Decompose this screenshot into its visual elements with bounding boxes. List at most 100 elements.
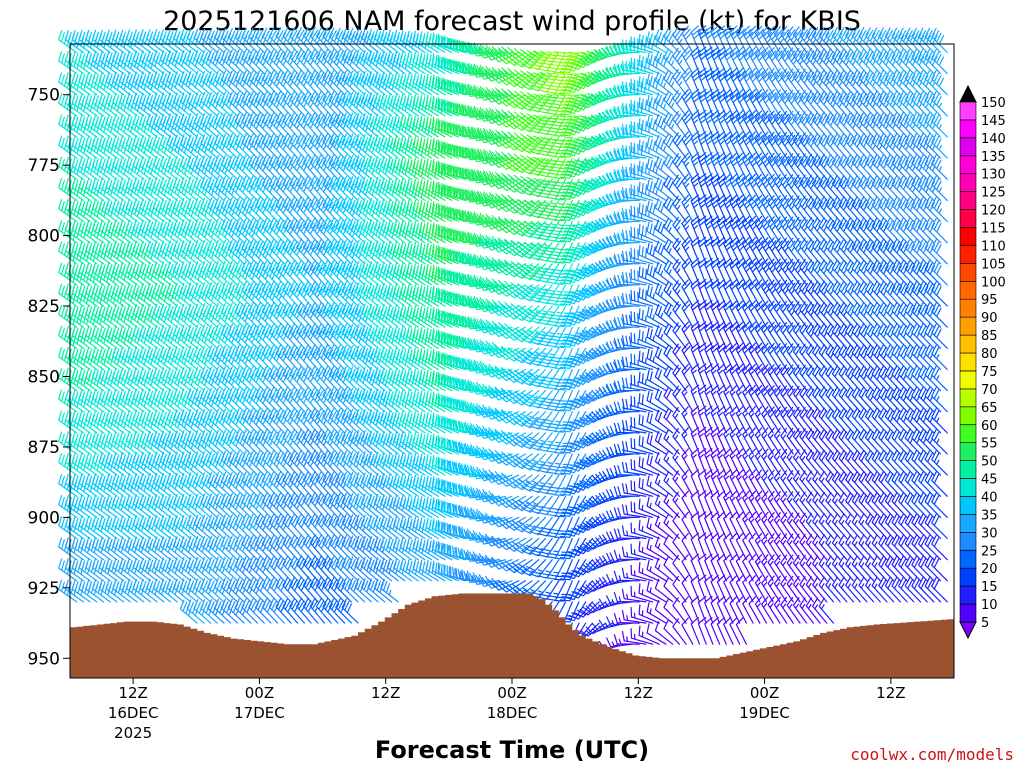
- wind-barb: [431, 412, 453, 434]
- wind-barb: [335, 492, 352, 518]
- wind-barb: [179, 493, 198, 518]
- wind-barb: [341, 91, 359, 117]
- wind-barb: [884, 450, 901, 476]
- wind-barb: [767, 195, 781, 223]
- wind-barb: [630, 205, 654, 223]
- wind-barb: [341, 49, 359, 75]
- wind-barb: [767, 385, 781, 413]
- wind-barb: [716, 384, 727, 413]
- wind-barb: [241, 450, 259, 476]
- wind-barb: [268, 217, 285, 244]
- wind-barb: [454, 251, 480, 265]
- wind-barb: [348, 472, 366, 497]
- wind-barb: [559, 495, 580, 517]
- wind-barb: [773, 596, 788, 624]
- wind-barb: [302, 69, 319, 96]
- wind-barb: [348, 49, 366, 75]
- wind-barb: [282, 48, 299, 75]
- wind-barb: [681, 173, 694, 201]
- wind-barb: [360, 472, 379, 497]
- wind-barb: [918, 344, 935, 371]
- wind-barb: [851, 196, 868, 223]
- wind-barb: [348, 408, 366, 434]
- wind-barb: [748, 532, 761, 561]
- wind-barb: [710, 532, 721, 561]
- wind-barb: [735, 215, 747, 244]
- wind-barb: [302, 111, 319, 138]
- wind-barb: [638, 308, 660, 328]
- wind-barb: [268, 534, 285, 561]
- wind-barb: [858, 323, 875, 349]
- wind-barb: [431, 285, 453, 307]
- wind-barb: [275, 576, 292, 603]
- wind-barb: [393, 473, 413, 497]
- wind-barb: [754, 46, 768, 75]
- wind-barb: [729, 384, 741, 413]
- wind-barb: [380, 557, 399, 582]
- wind-barb: [471, 256, 500, 268]
- wind-barb: [132, 578, 151, 603]
- wind-barb: [761, 321, 774, 349]
- wind-barb: [393, 516, 413, 540]
- wind-barb: [918, 239, 935, 265]
- wind-barb: [559, 474, 580, 496]
- wind-barb: [193, 345, 212, 371]
- wind-barb: [621, 144, 647, 159]
- wind-barb: [812, 365, 828, 392]
- wind-barb: [818, 449, 835, 476]
- wind-barb: [780, 89, 794, 117]
- wind-barb: [918, 175, 935, 201]
- wind-barb: [767, 25, 781, 54]
- wind-barb: [159, 50, 178, 75]
- wind-barb: [335, 387, 352, 413]
- wind-barb: [710, 109, 721, 138]
- wind-barb: [234, 577, 252, 603]
- wind-barb: [296, 555, 312, 582]
- wind-barb: [865, 576, 881, 603]
- wind-barb: [690, 469, 701, 497]
- wind-barb: [585, 347, 614, 360]
- wind-barb: [871, 534, 888, 561]
- wind-barb: [186, 113, 205, 138]
- wind-barb: [805, 491, 821, 518]
- wind-barb: [851, 280, 868, 307]
- wind-barb: [471, 277, 500, 290]
- wind-barb: [289, 111, 305, 138]
- wind-barb: [459, 317, 486, 328]
- wind-barb: [125, 494, 145, 518]
- wind-barb: [227, 577, 245, 603]
- wind-barb: [328, 133, 346, 159]
- wind-barb: [360, 514, 379, 540]
- wind-barb: [322, 407, 339, 434]
- wind-barb: [723, 426, 734, 455]
- wind-barb: [716, 173, 727, 201]
- wind-barb: [214, 429, 232, 455]
- wind-barb: [598, 322, 627, 333]
- wind-barb: [386, 494, 406, 518]
- wind-barb: [799, 195, 814, 223]
- wind-barb: [858, 48, 875, 75]
- colorbar-label: 60: [981, 419, 998, 434]
- wind-barb: [521, 326, 547, 344]
- wind-barb: [606, 446, 634, 457]
- wind-barb: [898, 471, 915, 497]
- wind-barb: [91, 536, 111, 561]
- wind-barb: [838, 365, 855, 392]
- wind-barb: [825, 217, 841, 244]
- wind-barb: [207, 28, 225, 54]
- wind-barb: [748, 575, 761, 603]
- wind-barb: [316, 48, 332, 75]
- wind-barb: [354, 535, 372, 561]
- wind-barb: [373, 451, 393, 476]
- wind-barb: [672, 428, 687, 455]
- x-tick-label: 00Z: [750, 684, 779, 702]
- wind-barb: [200, 345, 218, 371]
- wind-barb: [380, 515, 399, 540]
- wind-barb: [786, 596, 801, 624]
- wind-barb: [282, 175, 299, 201]
- colorbar-swatch: [959, 531, 977, 551]
- wind-barb: [322, 323, 339, 349]
- wind-barb: [282, 555, 299, 582]
- wind-barb: [710, 131, 721, 159]
- wind-barb: [621, 229, 647, 244]
